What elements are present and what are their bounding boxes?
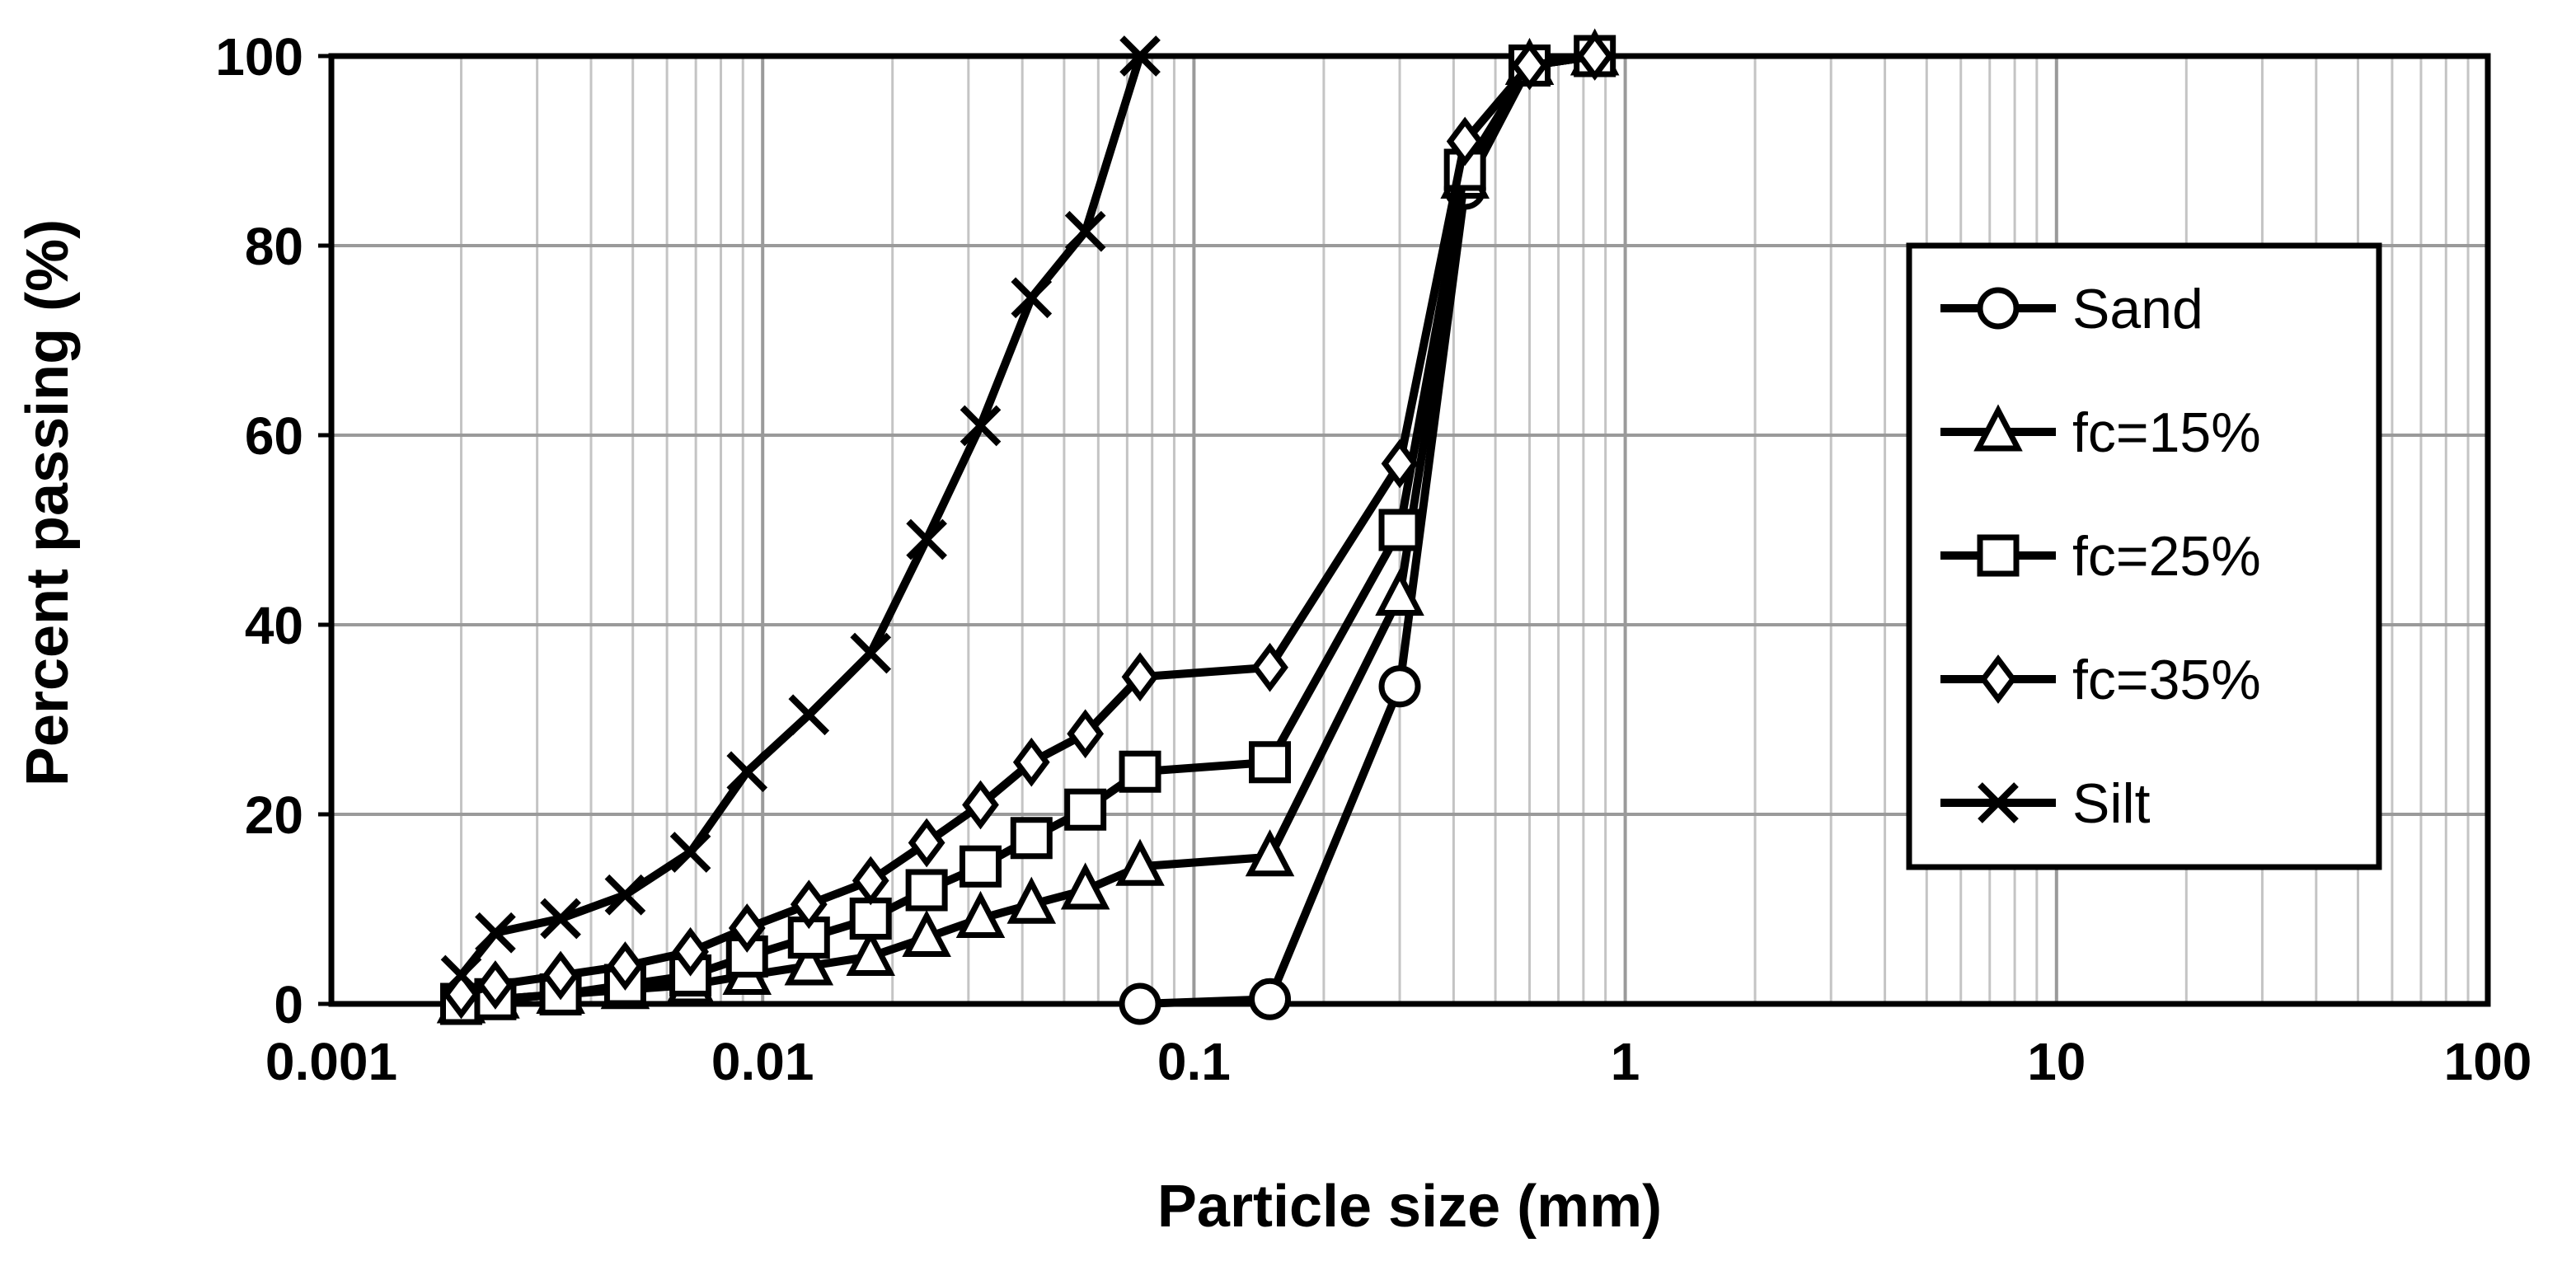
- y-tick-label: 40: [245, 596, 303, 655]
- data-point-sand: [1122, 986, 1158, 1022]
- legend-label: fc=15%: [2072, 401, 2261, 464]
- legend-label: Silt: [2072, 772, 2151, 835]
- particle-size-chart: 0.001 0.01 0.1 1 10 100 0 20 40 60 80 100 Sand fc=15…: [0, 0, 2576, 1266]
- legend: Sand fc=15% fc=25% fc=35% Silt: [1909, 246, 2379, 867]
- x-axis-title: Particle size (mm): [1157, 1174, 1662, 1240]
- y-tick-label: 20: [245, 785, 303, 845]
- data-point-fc-25: [1122, 753, 1158, 790]
- legend-label: fc=35%: [2072, 649, 2261, 711]
- y-tick-label: 60: [245, 406, 303, 466]
- x-tick-label: 1: [1611, 1032, 1640, 1091]
- data-point-fc-25: [1067, 791, 1104, 828]
- legend-marker-sand: [1980, 290, 2016, 326]
- y-tick-label: 100: [215, 27, 303, 87]
- y-tick-label: 80: [245, 217, 303, 276]
- legend-marker-fc-25: [1980, 537, 2016, 574]
- data-point-fc-25: [962, 848, 998, 884]
- legend-label: Sand: [2072, 278, 2203, 340]
- x-tick-label: 0.1: [1157, 1032, 1231, 1091]
- data-point-fc-25: [908, 872, 945, 908]
- data-point-fc-25: [1382, 512, 1418, 548]
- legend-label: fc=25%: [2072, 525, 2261, 588]
- x-tick-label: 10: [2027, 1032, 2086, 1091]
- y-tick-label: 0: [274, 975, 303, 1034]
- data-point-fc-25: [1252, 744, 1288, 781]
- x-tick-label: 100: [2444, 1032, 2532, 1091]
- data-point-fc-25: [1013, 820, 1049, 856]
- x-tick-label: 0.001: [265, 1032, 397, 1091]
- data-point-sand: [1252, 981, 1288, 1017]
- data-point-fc-25: [852, 901, 889, 937]
- y-axis-title: Percent passing (%): [15, 219, 81, 786]
- data-point-sand: [1382, 668, 1418, 705]
- x-tick-label: 0.01: [711, 1032, 814, 1091]
